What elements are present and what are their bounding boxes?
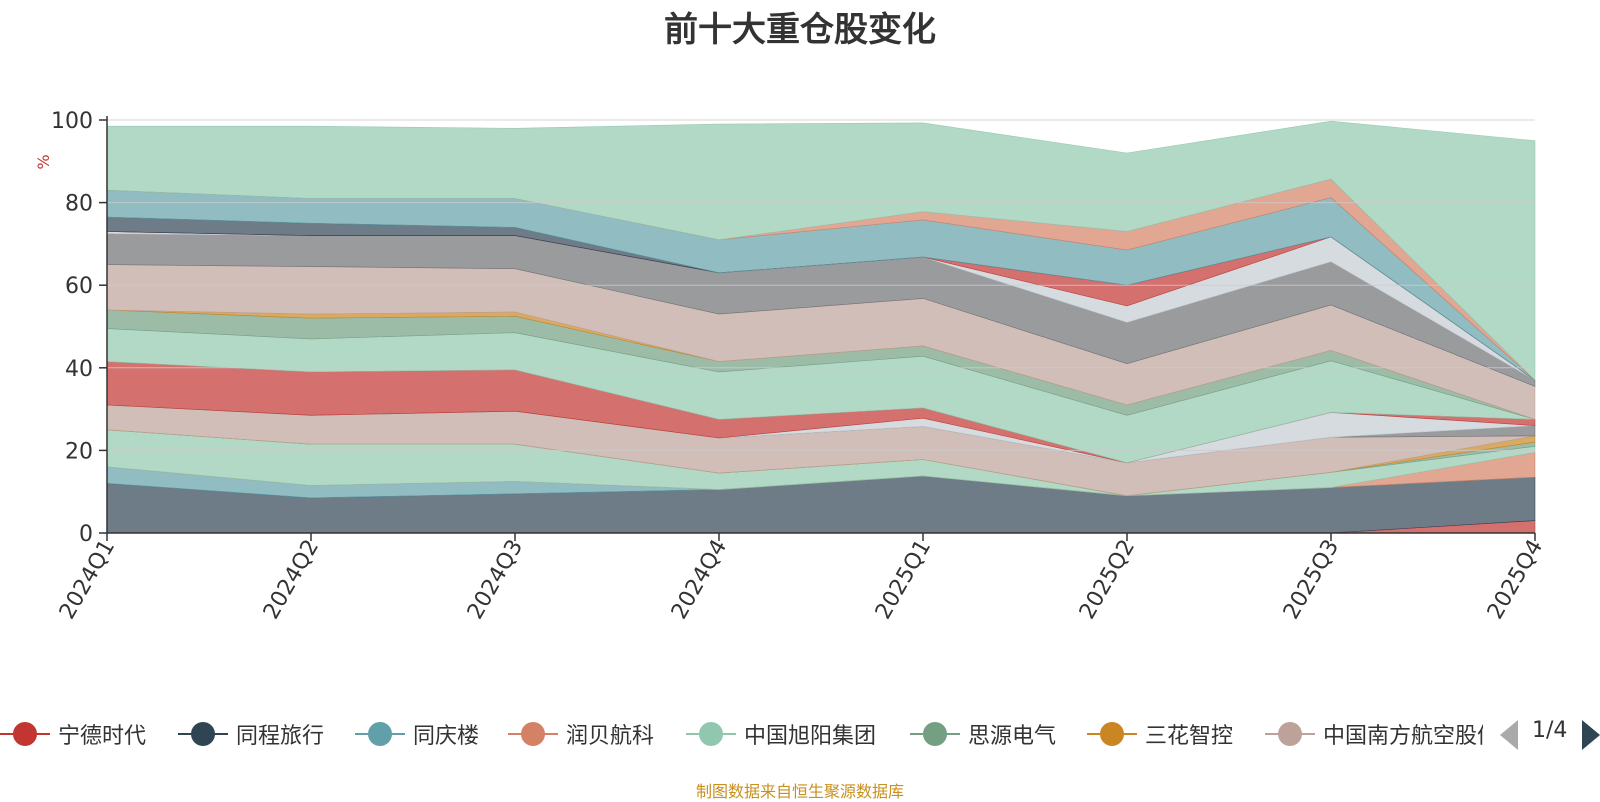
legend-marker-icon [178,722,228,746]
x-tick-label-2024Q3: 2024Q3 [463,536,528,624]
legend-dot-icon [368,722,392,746]
chart-title: 前十大重仓股变化 [664,10,936,50]
legend-label: 宁德时代 [58,724,147,749]
legend-marker-icon [1087,722,1137,746]
legend-dot-icon [13,722,37,746]
legend-label: 思源电气 [968,724,1057,749]
x-tick-label-2024Q1: 2024Q1 [55,536,120,624]
legend-page-indicator: 1/4 [1532,718,1568,743]
y-tick-label-40: 40 [65,357,93,382]
legend-dot-icon [699,722,723,746]
y-tick-label-20: 20 [65,439,93,464]
legend-marker-icon [0,722,50,746]
chart-plot: 0 20 40 60 80 100% 2024Q1 2024Q2 2024Q3 2024Q4 202… [34,109,1548,624]
legend-item[interactable]: 宁德时代 [0,714,146,754]
x-tick-label-2025Q1: 2025Q1 [871,536,936,624]
legend-item[interactable]: 同庆楼 [355,714,479,754]
legend-next-page-icon[interactable] [1582,720,1600,750]
legend-label: 润贝航科 [566,724,655,749]
y-tick-label-0: 0 [79,522,93,547]
legend-dot-icon [521,722,545,746]
x-tick-label-2025Q2: 2025Q2 [1075,536,1140,624]
y-tick-label-80: 80 [65,192,93,217]
legend-prev-page-icon[interactable] [1500,720,1518,750]
legend-item[interactable]: 中国南方航空股份 [1265,714,1483,754]
x-tick-label-2024Q4: 2024Q4 [667,536,732,624]
legend-item[interactable]: 三花智控 [1087,714,1233,754]
legend-marker-icon [508,722,558,746]
legend-marker-icon [910,722,960,746]
legend-label: 中国南方航空股份 [1323,724,1483,749]
area-series-21 [106,120,1536,381]
legend-dot-icon [191,722,215,746]
legend-item[interactable]: 润贝航科 [508,714,654,754]
legend-dot-icon [1100,722,1124,746]
legend: 宁德时代 同程旅行 同庆楼 润贝航科 中国旭阳集团 思源电气 三花智控 中国南方航空股份 [0,714,1600,754]
legend-label: 三花智控 [1145,724,1234,749]
legend-marker-icon [355,722,405,746]
legend-label: 同程旅行 [236,724,325,749]
x-tick-label-2024Q2: 2024Q2 [259,536,324,624]
legend-label: 同庆楼 [413,724,480,749]
source-note: 制图数据来自恒生聚源数据库 [695,782,904,801]
legend-marker-icon [1265,722,1315,746]
legend-item[interactable]: 思源电气 [910,714,1056,754]
legend-label: 中国旭阳集团 [744,724,877,749]
legend-item[interactable]: 同程旅行 [178,714,324,754]
legend-marker-icon [686,722,736,746]
legend-dot-icon [1278,722,1302,746]
legend-item[interactable]: 中国旭阳集团 [686,714,876,754]
legend-dot-icon [923,722,947,746]
y-axis-unit: % [34,154,53,169]
x-tick-label-2025Q4: 2025Q4 [1483,536,1548,624]
y-tick-label-60: 60 [65,274,93,299]
y-tick-label-100: 100 [51,109,93,134]
legend-pager: 1/4 [1500,718,1600,750]
x-tick-label-2025Q3: 2025Q3 [1279,536,1344,624]
